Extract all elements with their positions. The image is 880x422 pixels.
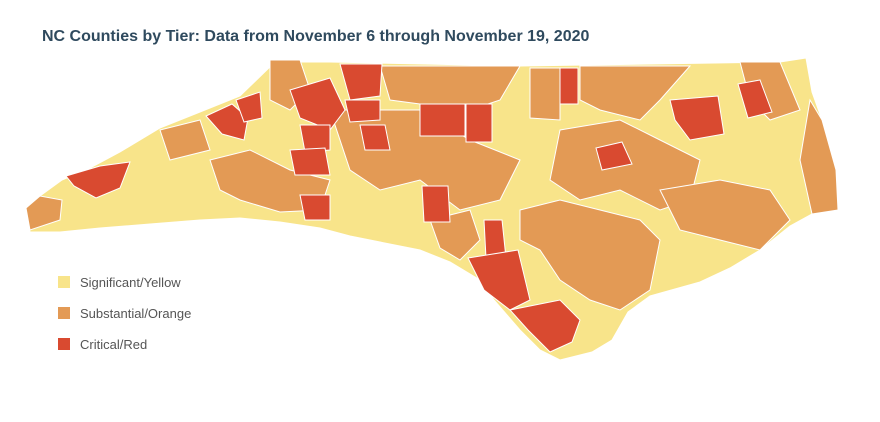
legend-label-orange: Substantial/Orange bbox=[80, 305, 192, 321]
county-red-6 bbox=[289, 147, 331, 176]
county-red-13 bbox=[595, 141, 633, 171]
county-orange-9 bbox=[519, 199, 661, 311]
legend-swatch-orange bbox=[58, 307, 70, 319]
county-red-18 bbox=[205, 103, 249, 141]
county-orange-3 bbox=[529, 67, 561, 121]
county-orange-10 bbox=[659, 179, 791, 251]
county-red-10 bbox=[559, 67, 579, 105]
county-red-17 bbox=[509, 299, 581, 353]
legend-label-yellow: Significant/Yellow bbox=[80, 274, 181, 290]
county-orange-6 bbox=[799, 98, 839, 215]
legend-swatch-yellow bbox=[58, 276, 70, 288]
legend-item-red: Critical/Red bbox=[58, 334, 191, 354]
legend-label-red: Critical/Red bbox=[80, 336, 148, 352]
county-red-16 bbox=[467, 249, 531, 311]
legend-swatch-red bbox=[58, 338, 70, 350]
county-red-14 bbox=[421, 185, 451, 223]
county-red-5 bbox=[359, 124, 391, 151]
county-red-11 bbox=[669, 95, 725, 141]
county-red-1 bbox=[339, 63, 383, 101]
county-red-2 bbox=[289, 77, 346, 131]
legend-item-yellow: Significant/Yellow bbox=[58, 272, 191, 292]
county-red-19 bbox=[235, 91, 263, 123]
legend: Significant/Yellow Substantial/Orange Cr… bbox=[58, 272, 191, 365]
county-red-7 bbox=[299, 194, 331, 221]
county-red-4 bbox=[299, 124, 331, 153]
county-red-9 bbox=[465, 103, 493, 143]
county-orange-12 bbox=[159, 119, 211, 161]
legend-item-orange: Substantial/Orange bbox=[58, 303, 191, 323]
county-red-3 bbox=[344, 99, 381, 123]
county-orange-13 bbox=[25, 195, 63, 231]
red-counties bbox=[65, 63, 773, 353]
county-red-20 bbox=[65, 161, 131, 199]
county-red-12 bbox=[737, 79, 773, 119]
county-red-8 bbox=[419, 103, 466, 137]
county-orange-4 bbox=[579, 65, 692, 121]
map-title: NC Counties by Tier: Data from November … bbox=[42, 28, 590, 45]
